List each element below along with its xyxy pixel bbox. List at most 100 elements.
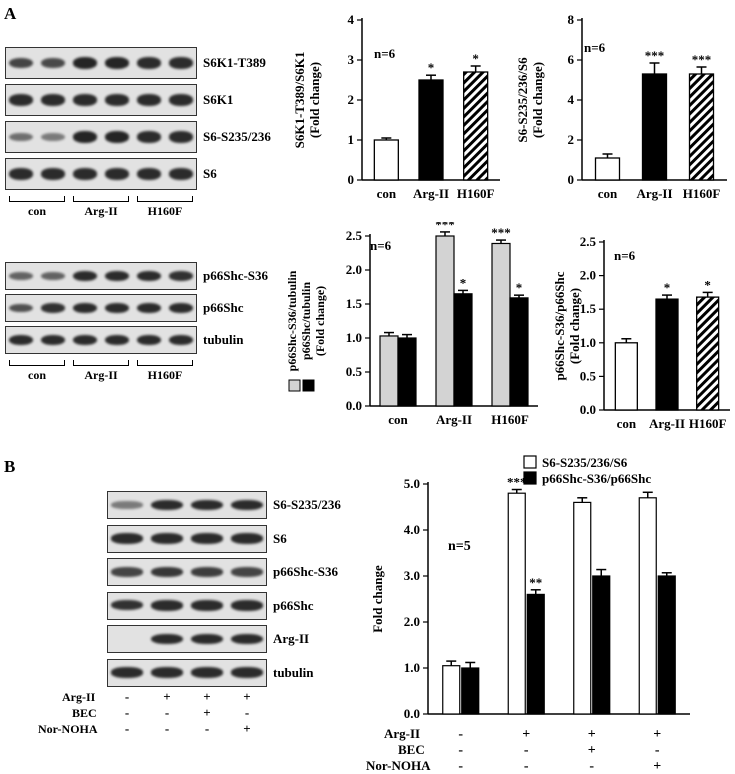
blot-band bbox=[72, 94, 98, 106]
group-bracket bbox=[9, 196, 65, 202]
blot-band bbox=[136, 131, 162, 143]
y-axis-label-group: p66Shc-S36/tubulin p66Shc/tubulin (Fold ch… bbox=[285, 270, 327, 371]
significance-mark: *** bbox=[507, 475, 527, 490]
blot-band bbox=[104, 94, 130, 106]
condition-sign: - bbox=[164, 721, 170, 736]
bar bbox=[442, 665, 461, 715]
blot-row-label: p66Shc bbox=[203, 300, 244, 315]
x-tick-label: Arg-II bbox=[649, 416, 685, 431]
blot-band bbox=[8, 168, 34, 180]
blot-band bbox=[231, 667, 263, 678]
y-tick-label: 3 bbox=[348, 52, 355, 67]
blot-band bbox=[104, 302, 130, 314]
significance-mark: *** bbox=[435, 222, 455, 232]
blot-band bbox=[231, 567, 263, 577]
y-tick-label: 0.5 bbox=[346, 364, 363, 379]
blot-strip bbox=[5, 158, 197, 190]
condition-sign: - bbox=[589, 759, 594, 774]
y-tick-label: 4.0 bbox=[404, 522, 420, 537]
blot-band bbox=[104, 270, 130, 282]
group-label: H160F bbox=[147, 368, 183, 382]
condition-sign: - bbox=[164, 705, 170, 720]
condition-sign: - bbox=[458, 743, 463, 758]
blot-band bbox=[72, 270, 98, 282]
blot-band bbox=[136, 168, 162, 180]
blot-band bbox=[72, 334, 98, 346]
blot-band bbox=[72, 168, 98, 180]
significance-mark: * bbox=[664, 280, 671, 295]
x-tick-label: con bbox=[598, 186, 618, 201]
condition-label: Arg-II bbox=[62, 690, 96, 704]
blot-band bbox=[191, 633, 223, 645]
y-tick-label: 0.0 bbox=[346, 398, 362, 413]
y-tick-label: 1.5 bbox=[346, 296, 363, 311]
condition-sign: + bbox=[653, 759, 661, 774]
significance-mark: * bbox=[472, 51, 479, 66]
blot-row-label: tubulin bbox=[203, 332, 244, 347]
blot-band bbox=[191, 600, 223, 611]
blot-strip bbox=[5, 262, 197, 290]
y-tick-label: 1.5 bbox=[580, 301, 597, 316]
blot-band bbox=[136, 302, 162, 314]
x-tick-label: H160F bbox=[683, 186, 721, 201]
y-axis-label: Fold change bbox=[370, 565, 385, 633]
bar bbox=[696, 296, 720, 411]
bar bbox=[435, 235, 455, 407]
bar bbox=[507, 492, 526, 715]
condition-sign: - bbox=[458, 759, 463, 774]
legend-label: p66Shc-S36/p66Shc bbox=[542, 471, 651, 486]
condition-label: Nor-NOHA bbox=[366, 758, 431, 773]
blot-row-label: S6 bbox=[203, 166, 217, 181]
blot-row-label: p66Shc-S36 bbox=[273, 564, 339, 579]
y-tick-label: 4 bbox=[348, 12, 355, 27]
y-tick-label: 2 bbox=[348, 92, 355, 107]
blot-band bbox=[231, 499, 263, 511]
blot-band bbox=[168, 302, 194, 314]
legend-swatch bbox=[523, 471, 537, 485]
blot-band bbox=[72, 302, 98, 314]
blot-band bbox=[151, 633, 183, 645]
bar bbox=[461, 667, 480, 715]
bar bbox=[379, 335, 399, 407]
y-axis-label: S6K1-T389/S6K1 bbox=[292, 52, 307, 149]
y-tick-label: 0.5 bbox=[580, 368, 597, 383]
y-axis-label: p66Shc-S36/tubulin bbox=[285, 270, 299, 371]
blot-band bbox=[136, 57, 162, 69]
condition-sign: - bbox=[124, 689, 130, 704]
group-bracket bbox=[9, 360, 65, 366]
y-tick-label: 1.0 bbox=[404, 660, 420, 675]
y-tick-label: 2.5 bbox=[346, 228, 363, 243]
x-tick-label: con bbox=[388, 412, 408, 427]
y-tick-label: 2.0 bbox=[346, 262, 362, 277]
y-tick-label: 2.0 bbox=[580, 268, 596, 283]
blot-band bbox=[40, 132, 66, 142]
condition-sign: + bbox=[243, 721, 251, 736]
condition-sign: - bbox=[524, 759, 529, 774]
group-bracket bbox=[137, 196, 193, 202]
bar bbox=[688, 73, 715, 181]
blot-band bbox=[168, 270, 194, 281]
blot-band bbox=[151, 533, 183, 544]
y-tick-label: 1.0 bbox=[346, 330, 362, 345]
blot-band bbox=[8, 57, 34, 69]
condition-sign: - bbox=[524, 743, 529, 758]
blot-band bbox=[8, 132, 34, 142]
blot-row-label: p66Shc bbox=[273, 597, 314, 613]
panel-letter-a: A bbox=[4, 4, 17, 23]
bar bbox=[592, 575, 611, 715]
y-axis-label: p66Shc-S36/p66Shc bbox=[552, 271, 567, 380]
condition-sign: - bbox=[244, 705, 250, 720]
significance-mark: * bbox=[428, 60, 435, 75]
group-bracket bbox=[73, 360, 129, 366]
condition-sign: - bbox=[124, 705, 130, 720]
bar bbox=[418, 79, 444, 181]
blot-band bbox=[136, 94, 162, 106]
y-tick-label: 0.0 bbox=[404, 706, 420, 721]
blot-band bbox=[40, 302, 66, 313]
blot-row-label: p66Shc-S36 bbox=[203, 268, 269, 283]
legend-swatch bbox=[288, 379, 301, 392]
chart-p66shc-ratio: 0.0 0.5 1.0 1.5 2.0 2.5 con * Arg-II * H160F n=6 p66… bbox=[552, 234, 730, 431]
blot-band bbox=[72, 131, 98, 143]
blot-band bbox=[104, 57, 130, 69]
condition-sign: - bbox=[458, 727, 463, 742]
